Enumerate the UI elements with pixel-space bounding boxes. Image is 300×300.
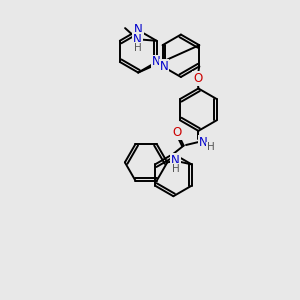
Text: O: O <box>193 72 203 85</box>
Text: N: N <box>199 136 208 148</box>
Text: H: H <box>207 142 214 152</box>
Text: N: N <box>171 154 180 167</box>
Text: H: H <box>134 43 142 52</box>
Text: O: O <box>172 126 182 139</box>
Text: N: N <box>160 60 168 73</box>
Text: H: H <box>172 164 180 174</box>
Text: N: N <box>133 33 142 46</box>
Text: N: N <box>134 23 142 36</box>
Text: N: N <box>152 56 160 68</box>
